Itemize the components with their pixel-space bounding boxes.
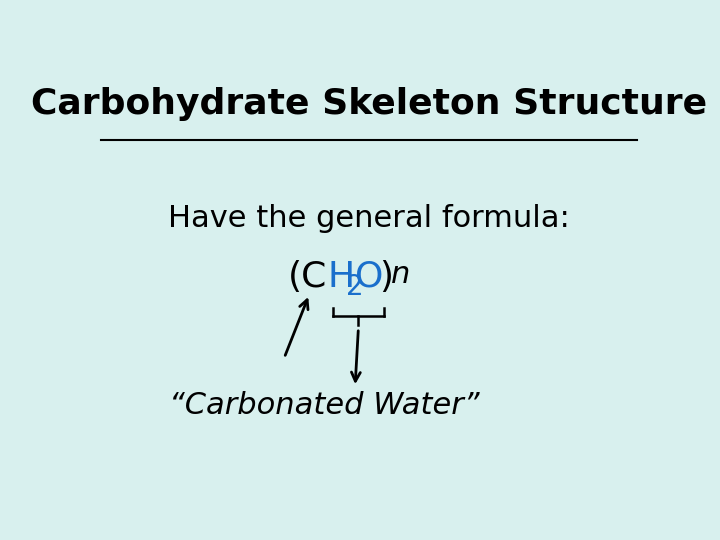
Text: Have the general formula:: Have the general formula: bbox=[168, 204, 570, 233]
Text: Carbohydrate Skeleton Structure: Carbohydrate Skeleton Structure bbox=[31, 87, 707, 122]
Text: O: O bbox=[355, 260, 384, 294]
Text: ): ) bbox=[379, 260, 393, 294]
Text: “Carbonated Water”: “Carbonated Water” bbox=[169, 392, 480, 420]
Text: (C: (C bbox=[288, 260, 328, 294]
Text: n: n bbox=[392, 260, 410, 289]
Text: 2: 2 bbox=[346, 273, 363, 301]
Text: H: H bbox=[327, 260, 354, 294]
